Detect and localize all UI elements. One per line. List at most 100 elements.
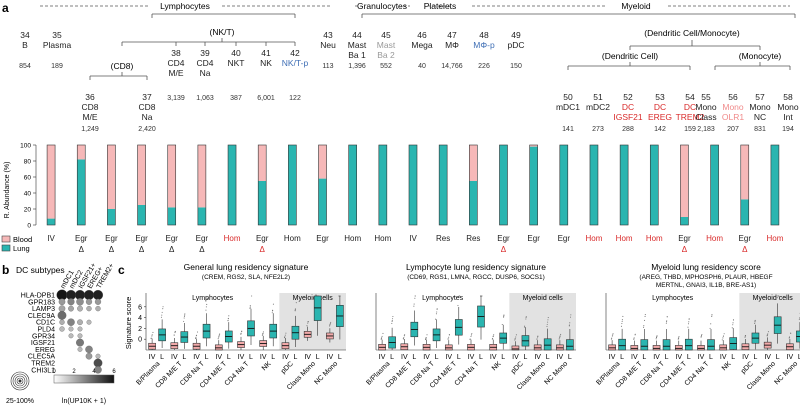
bar-category: Res xyxy=(436,234,450,243)
box-lung xyxy=(313,295,322,336)
outlier-point xyxy=(426,334,428,336)
outlier-point xyxy=(525,316,527,319)
legend-blood-label: Blood xyxy=(13,235,32,244)
outlier-point xyxy=(184,313,186,315)
bar-category: Res xyxy=(466,234,480,243)
l-label: L xyxy=(160,354,164,361)
outlier-point xyxy=(329,325,331,327)
color-scale-bar xyxy=(53,374,115,384)
outlier-point xyxy=(643,319,646,321)
bar-category: Egr xyxy=(196,234,209,243)
bar-lung xyxy=(529,146,538,225)
cluster-name: MΦ-p xyxy=(473,40,495,50)
box-iv xyxy=(378,332,386,351)
outlier-point xyxy=(205,309,207,311)
outlier-point xyxy=(701,333,703,336)
outlier-point xyxy=(537,335,539,337)
l-label: L xyxy=(338,354,342,361)
box-lung xyxy=(202,297,211,347)
cluster-id: 56 xyxy=(728,92,738,102)
cluster-name: mDC2 xyxy=(586,102,610,112)
bar-category: Egr xyxy=(135,234,148,243)
outlier-point xyxy=(778,295,780,297)
outlier-point xyxy=(307,321,309,323)
cluster-count: 189 xyxy=(51,63,63,70)
iv-label: IV xyxy=(260,354,267,361)
iv-label: IV xyxy=(327,354,334,361)
bar-outline xyxy=(318,144,327,226)
outlier-point xyxy=(262,331,264,333)
boxplot-category: pDC xyxy=(280,360,295,375)
outlier-point xyxy=(644,314,646,316)
cluster-count: 40 xyxy=(418,63,426,70)
iv-label: IV xyxy=(282,354,289,361)
box-iv xyxy=(170,330,179,350)
boxplot-category: NK xyxy=(261,360,273,372)
l-label: L xyxy=(479,354,483,361)
bar-delta: Δ xyxy=(260,245,266,254)
bar-blood xyxy=(77,145,86,160)
box-iv xyxy=(467,333,475,351)
myeloid-shading xyxy=(509,293,576,350)
boxplot-y-tick: 2 xyxy=(138,326,142,333)
box-body xyxy=(684,338,693,351)
outlier-point xyxy=(611,337,613,339)
l-label: L xyxy=(753,354,757,361)
outlier-point xyxy=(634,333,636,335)
bar-category: IV xyxy=(409,234,417,243)
bar-outline xyxy=(589,144,599,226)
dotplot-dot xyxy=(58,298,66,306)
l-label: L xyxy=(731,354,735,361)
outlier-point xyxy=(688,318,690,320)
size-legend-label: 25-100% xyxy=(6,398,34,405)
outlier-point xyxy=(306,325,308,327)
cluster-count: 194 xyxy=(782,126,794,133)
iv-label: IV xyxy=(445,354,452,361)
bar-delta: Δ xyxy=(109,245,115,254)
group-nk-t: (NK/T) xyxy=(209,27,234,37)
dotplot-color-legend: 0 2 4 6 ln(UP10K + 1) xyxy=(52,369,116,405)
l-label: L xyxy=(205,354,209,361)
dotplot-dot xyxy=(68,333,74,339)
bar-lung xyxy=(650,145,659,225)
outlier-point xyxy=(217,338,219,340)
outlier-point xyxy=(330,321,332,323)
box-lung xyxy=(773,295,782,344)
outlier-point xyxy=(700,336,702,338)
outlier-point xyxy=(547,319,549,321)
cluster-name: CD8 xyxy=(138,102,155,112)
cluster-count: 831 xyxy=(754,126,766,133)
l-label: L xyxy=(182,354,186,361)
bar-lung xyxy=(770,145,779,225)
outlier-point xyxy=(622,315,624,318)
boxplot-subtitle: (AREG, THBD, MPHOSPH6, PLAUR, HBEGF xyxy=(639,274,772,281)
outlier-point xyxy=(711,314,713,316)
box-body xyxy=(652,345,661,351)
outlier-point xyxy=(391,320,393,323)
box-iv xyxy=(237,330,245,350)
abundance-bar xyxy=(680,144,689,226)
iv-label: IV xyxy=(171,354,178,361)
iv-label: IV xyxy=(401,354,408,361)
cluster-name-2: Na xyxy=(142,112,153,122)
outlier-point xyxy=(732,319,735,321)
cluster-id: 54 xyxy=(685,92,695,102)
box-iv xyxy=(444,334,453,351)
cluster-name: DC xyxy=(654,102,666,112)
outlier-point xyxy=(569,316,572,318)
cluster-count: 226 xyxy=(478,63,490,70)
myeloid-cells-label: Myeloid cells xyxy=(293,295,334,302)
dotplot-gene-label: GPR34 xyxy=(32,333,55,340)
outlier-point xyxy=(643,326,645,328)
cluster-count: 552 xyxy=(380,63,392,70)
iv-label: IV xyxy=(557,354,564,361)
bar-category: Egr xyxy=(105,234,118,243)
bar-category: Hom xyxy=(224,234,241,243)
bar-lung xyxy=(589,145,598,225)
color-legend-label: ln(UP10K + 1) xyxy=(62,398,106,405)
outlier-point xyxy=(218,335,220,337)
myeloid-cells-label: Myeloid cells xyxy=(753,295,794,302)
group-granulocytes: Granulocytes xyxy=(357,1,407,11)
box-iv xyxy=(556,333,564,351)
